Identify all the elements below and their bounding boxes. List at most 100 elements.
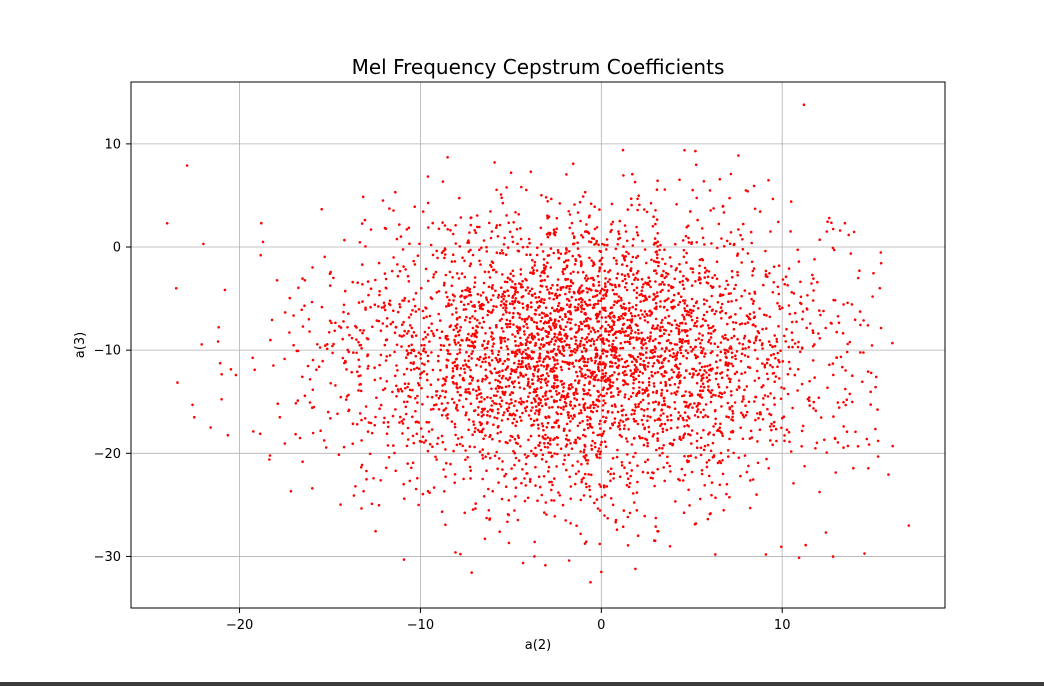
data-point (499, 303, 503, 307)
data-point (445, 305, 448, 308)
data-point (494, 226, 498, 229)
data-point (526, 384, 529, 387)
data-point (328, 272, 332, 276)
data-point (662, 332, 666, 336)
data-point (701, 258, 705, 262)
data-point (457, 277, 461, 280)
data-point (469, 368, 472, 372)
data-point (539, 279, 543, 283)
data-point (681, 313, 684, 317)
data-point (555, 216, 559, 220)
data-point (719, 350, 723, 354)
data-point (661, 447, 664, 450)
data-point (422, 349, 425, 353)
data-point (330, 321, 333, 325)
data-point (727, 415, 730, 419)
data-point (564, 519, 567, 522)
data-point (772, 352, 775, 356)
data-point (661, 403, 664, 407)
data-point (530, 293, 534, 297)
data-point (500, 249, 504, 252)
data-point (575, 370, 578, 374)
data-point (590, 359, 593, 362)
data-point (596, 314, 600, 318)
data-point (591, 306, 595, 310)
data-point (546, 254, 550, 257)
data-point (551, 405, 554, 409)
data-point (412, 298, 415, 301)
data-point (552, 324, 555, 327)
data-point (667, 314, 671, 318)
data-point (467, 332, 470, 336)
data-point (421, 210, 425, 213)
data-point (442, 344, 446, 348)
data-point (347, 350, 351, 354)
data-point (738, 342, 741, 345)
data-point (390, 269, 394, 273)
data-point (541, 360, 545, 364)
data-point (753, 207, 757, 211)
data-point (234, 373, 238, 377)
data-point (549, 266, 553, 269)
data-point (538, 313, 541, 317)
data-point (612, 472, 616, 476)
data-point (480, 326, 484, 329)
data-point (598, 292, 602, 295)
data-point (597, 365, 600, 369)
data-point (737, 154, 740, 157)
data-point (425, 420, 429, 424)
data-point (571, 417, 574, 420)
data-point (553, 477, 556, 480)
data-point (339, 395, 343, 399)
data-point (670, 265, 673, 268)
data-point (625, 288, 629, 292)
data-point (511, 240, 515, 244)
data-point (654, 516, 658, 520)
data-point (680, 467, 684, 471)
data-point (568, 285, 571, 288)
data-point (451, 380, 455, 384)
data-point (596, 433, 600, 437)
data-point (563, 339, 566, 343)
data-point (752, 267, 756, 270)
data-point (676, 351, 679, 354)
data-point (555, 374, 558, 378)
data-point (597, 284, 601, 287)
data-point (609, 316, 612, 320)
data-point (369, 305, 372, 309)
data-point (521, 302, 524, 306)
data-point (594, 378, 597, 382)
data-point (359, 389, 363, 393)
data-point (487, 340, 490, 343)
data-point (598, 362, 601, 366)
data-point (802, 103, 806, 106)
data-point (654, 260, 658, 264)
data-point (716, 366, 719, 369)
data-point (865, 437, 869, 441)
data-point (531, 272, 535, 276)
data-point (670, 323, 674, 327)
data-point (624, 382, 628, 385)
data-point (676, 373, 680, 377)
data-point (426, 395, 429, 399)
data-point (695, 410, 699, 413)
data-point (739, 359, 743, 363)
data-point (578, 403, 581, 407)
data-point (426, 378, 429, 382)
data-point (684, 369, 688, 372)
data-point (621, 525, 625, 528)
data-point (588, 303, 592, 307)
data-point (604, 380, 607, 384)
data-point (472, 423, 476, 426)
data-point (506, 378, 510, 382)
data-point (426, 354, 430, 358)
data-point (545, 372, 549, 375)
data-point (586, 360, 589, 364)
data-point (766, 395, 770, 398)
data-point (605, 338, 608, 342)
data-point (458, 373, 462, 377)
data-point (592, 261, 595, 264)
data-point (521, 468, 524, 471)
data-point (352, 494, 356, 497)
data-point (558, 331, 562, 334)
